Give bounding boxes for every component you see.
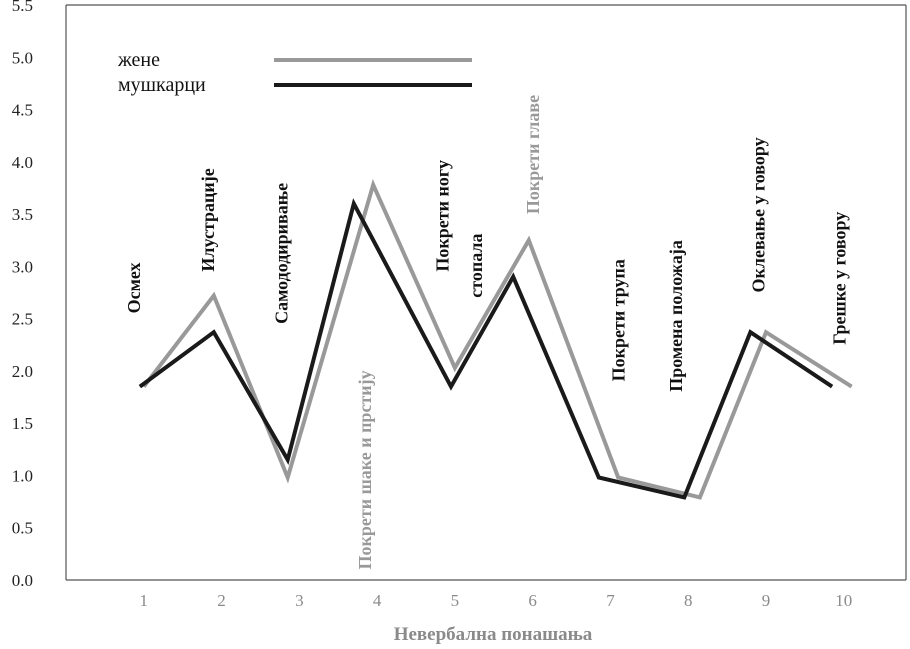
- series-line-2: [138, 198, 834, 500]
- annotation-label: Илустрације: [198, 168, 218, 271]
- annotation-label: Покрети главе: [523, 95, 543, 214]
- y-tick-label: 5.5: [12, 0, 33, 15]
- x-tick-label: 5: [451, 591, 460, 610]
- x-tick-label: 2: [217, 591, 226, 610]
- annotation-label: Осмех: [124, 263, 144, 314]
- y-tick-label: 2.5: [12, 310, 33, 329]
- y-tick-label: 5.0: [12, 48, 33, 67]
- annotation-label: Покрети трупа: [608, 259, 628, 381]
- x-tick-label: 10: [835, 591, 852, 610]
- annotation-label: Покрети ногу: [433, 160, 453, 272]
- annotation-label: стопала: [466, 233, 486, 297]
- annotation-label: Промена положаја: [666, 240, 686, 392]
- y-tick-label: 3.0: [12, 257, 33, 276]
- y-tick-label: 2.0: [12, 362, 33, 381]
- y-tick-label: 4.0: [12, 153, 33, 172]
- annotation-label: Грешке у говору: [829, 212, 849, 345]
- annotation-label: Покрети шаке и прстију: [355, 370, 375, 569]
- annotation-label: Самододиривање: [272, 183, 292, 324]
- x-tick-label: 4: [373, 591, 382, 610]
- y-tick-label: 3.5: [12, 205, 33, 224]
- y-tick-label: 1.0: [12, 466, 33, 485]
- y-tick-label: 0.0: [12, 571, 33, 590]
- series-line-1: [142, 179, 853, 500]
- y-tick-label: 4.5: [12, 101, 33, 120]
- x-tick-label: 7: [606, 591, 615, 610]
- legend-label: жене: [117, 49, 160, 71]
- x-tick-label: 6: [528, 591, 537, 610]
- x-tick-label: 1: [140, 591, 149, 610]
- y-tick-label: 1.5: [12, 414, 33, 433]
- x-axis-title: Невербална понашања: [394, 624, 593, 645]
- x-tick-label: 3: [295, 591, 304, 610]
- legend-label: мушкарци: [118, 74, 206, 96]
- annotation-label: Оклевање у говору: [748, 137, 768, 292]
- x-tick-label: 8: [684, 591, 693, 610]
- x-tick-label: 9: [762, 591, 771, 610]
- y-tick-label: 0.5: [12, 519, 33, 538]
